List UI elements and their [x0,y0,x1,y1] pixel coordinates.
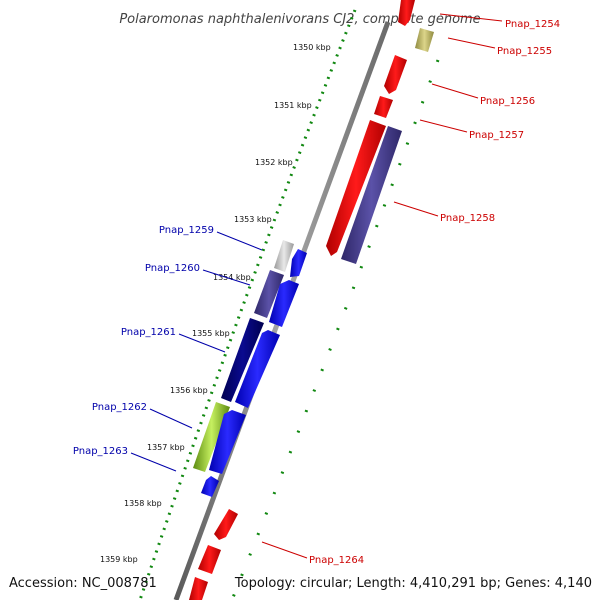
leader-line [149,408,193,429]
minus-strand-labels: Pnap_1259 Pnap_1260 Pnap_1261 Pnap_1262 … [73,225,263,472]
plus-strand-labels: Pnap_1254 Pnap_1255 Pnap_1256 Pnap_1257 … [261,13,560,566]
gene-arrow[interactable] [374,96,393,118]
leader-line [178,333,226,353]
inner-dotted-track [230,59,440,600]
tick-label: 1359 kbp [100,555,138,564]
map-title: Polaromonas naphthalenivorans CJ2, compl… [119,12,480,27]
leader-line [216,231,263,251]
gene-arrow[interactable] [326,120,386,256]
tick-label: 1350 kbp [293,43,331,52]
leader-line [447,37,496,49]
gene-arrow[interactable] [341,126,402,264]
tick-label: 1351 kbp [274,101,312,110]
tick-label: 1356 kbp [170,386,208,395]
leader-line [439,13,503,22]
gene-label-pnap-1257[interactable]: Pnap_1257 [469,130,524,141]
gene-arrow[interactable] [415,28,434,52]
gene-arrow[interactable] [235,330,280,408]
gene-arrow[interactable] [189,577,208,600]
gene-label-pnap-1262[interactable]: Pnap_1262 [92,402,147,413]
gene-arrow[interactable] [290,249,307,277]
gene-arrow[interactable] [214,509,238,540]
gene-arrow[interactable] [193,402,230,472]
gene-label-pnap-1256[interactable]: Pnap_1256 [480,96,535,107]
gene-arrow[interactable] [209,410,246,474]
gene-label-pnap-1259[interactable]: Pnap_1259 [159,225,214,236]
topology-text: Topology: circular; Length: 4,410,291 bp… [234,576,592,591]
gene-label-pnap-1263[interactable]: Pnap_1263 [73,446,128,457]
gene-label-pnap-1261[interactable]: Pnap_1261 [121,327,176,338]
gene-label-pnap-1258[interactable]: Pnap_1258 [440,213,495,224]
gene-arrow[interactable] [201,476,219,497]
gene-label-pnap-1264[interactable]: Pnap_1264 [309,555,364,566]
leader-line [431,83,479,99]
minus-strand-features [193,240,307,497]
tick-label: 1352 kbp [255,158,293,167]
tick-label: 1353 kbp [234,215,272,224]
outer-scale-track [138,9,357,600]
scale-ticks: 1350 kbp 1351 kbp 1352 kbp 1353 kbp 1354… [100,43,331,564]
gene-arrow[interactable] [221,318,264,402]
gene-label-pnap-1260[interactable]: Pnap_1260 [145,263,200,274]
leader-line [202,269,251,286]
tick-label: 1354 kbp [213,273,251,282]
leader-line [393,201,439,217]
tick-label: 1357 kbp [147,443,185,452]
accession-text: Accession: NC_008781 [9,576,157,591]
leader-line [130,452,177,472]
tick-label: 1358 kbp [124,499,162,508]
leader-line [261,541,308,559]
plus-strand-features [189,0,434,600]
gene-arrow[interactable] [398,0,415,26]
gene-label-pnap-1254[interactable]: Pnap_1254 [505,19,560,30]
gene-label-pnap-1255[interactable]: Pnap_1255 [497,46,552,57]
tick-label: 1355 kbp [192,329,230,338]
leader-line [419,119,468,133]
gene-arrow[interactable] [274,240,294,272]
gene-arrow[interactable] [269,280,299,327]
gene-arrow[interactable] [384,55,407,94]
gene-arrow[interactable] [198,545,221,574]
gene-arrow[interactable] [254,270,284,318]
